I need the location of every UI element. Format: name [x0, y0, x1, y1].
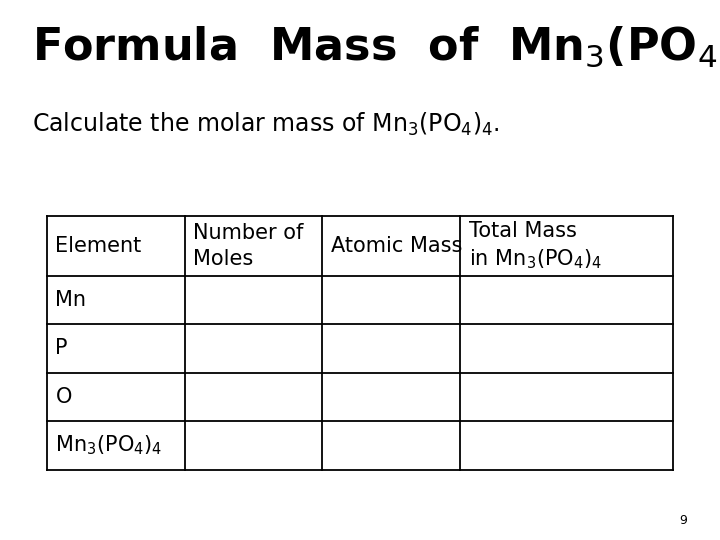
Text: Number of
Moles: Number of Moles: [193, 223, 304, 268]
Text: O: O: [55, 387, 72, 407]
Text: P: P: [55, 339, 68, 359]
Text: Atomic Mass: Atomic Mass: [331, 236, 462, 256]
Text: Calculate the molar mass of Mn$_3$(PO$_4$)$_4$.: Calculate the molar mass of Mn$_3$(PO$_4…: [32, 111, 500, 138]
Text: Total Mass
in Mn$_3$(PO$_4$)$_4$: Total Mass in Mn$_3$(PO$_4$)$_4$: [469, 221, 602, 271]
Text: Formula  Mass  of  Mn$_3$(PO$_4$)$_4$: Formula Mass of Mn$_3$(PO$_4$)$_4$: [32, 24, 720, 69]
Text: 9: 9: [680, 514, 688, 526]
Text: Element: Element: [55, 236, 142, 256]
Text: Mn: Mn: [55, 290, 86, 310]
Text: Mn$_3$(PO$_4$)$_4$: Mn$_3$(PO$_4$)$_4$: [55, 434, 163, 457]
